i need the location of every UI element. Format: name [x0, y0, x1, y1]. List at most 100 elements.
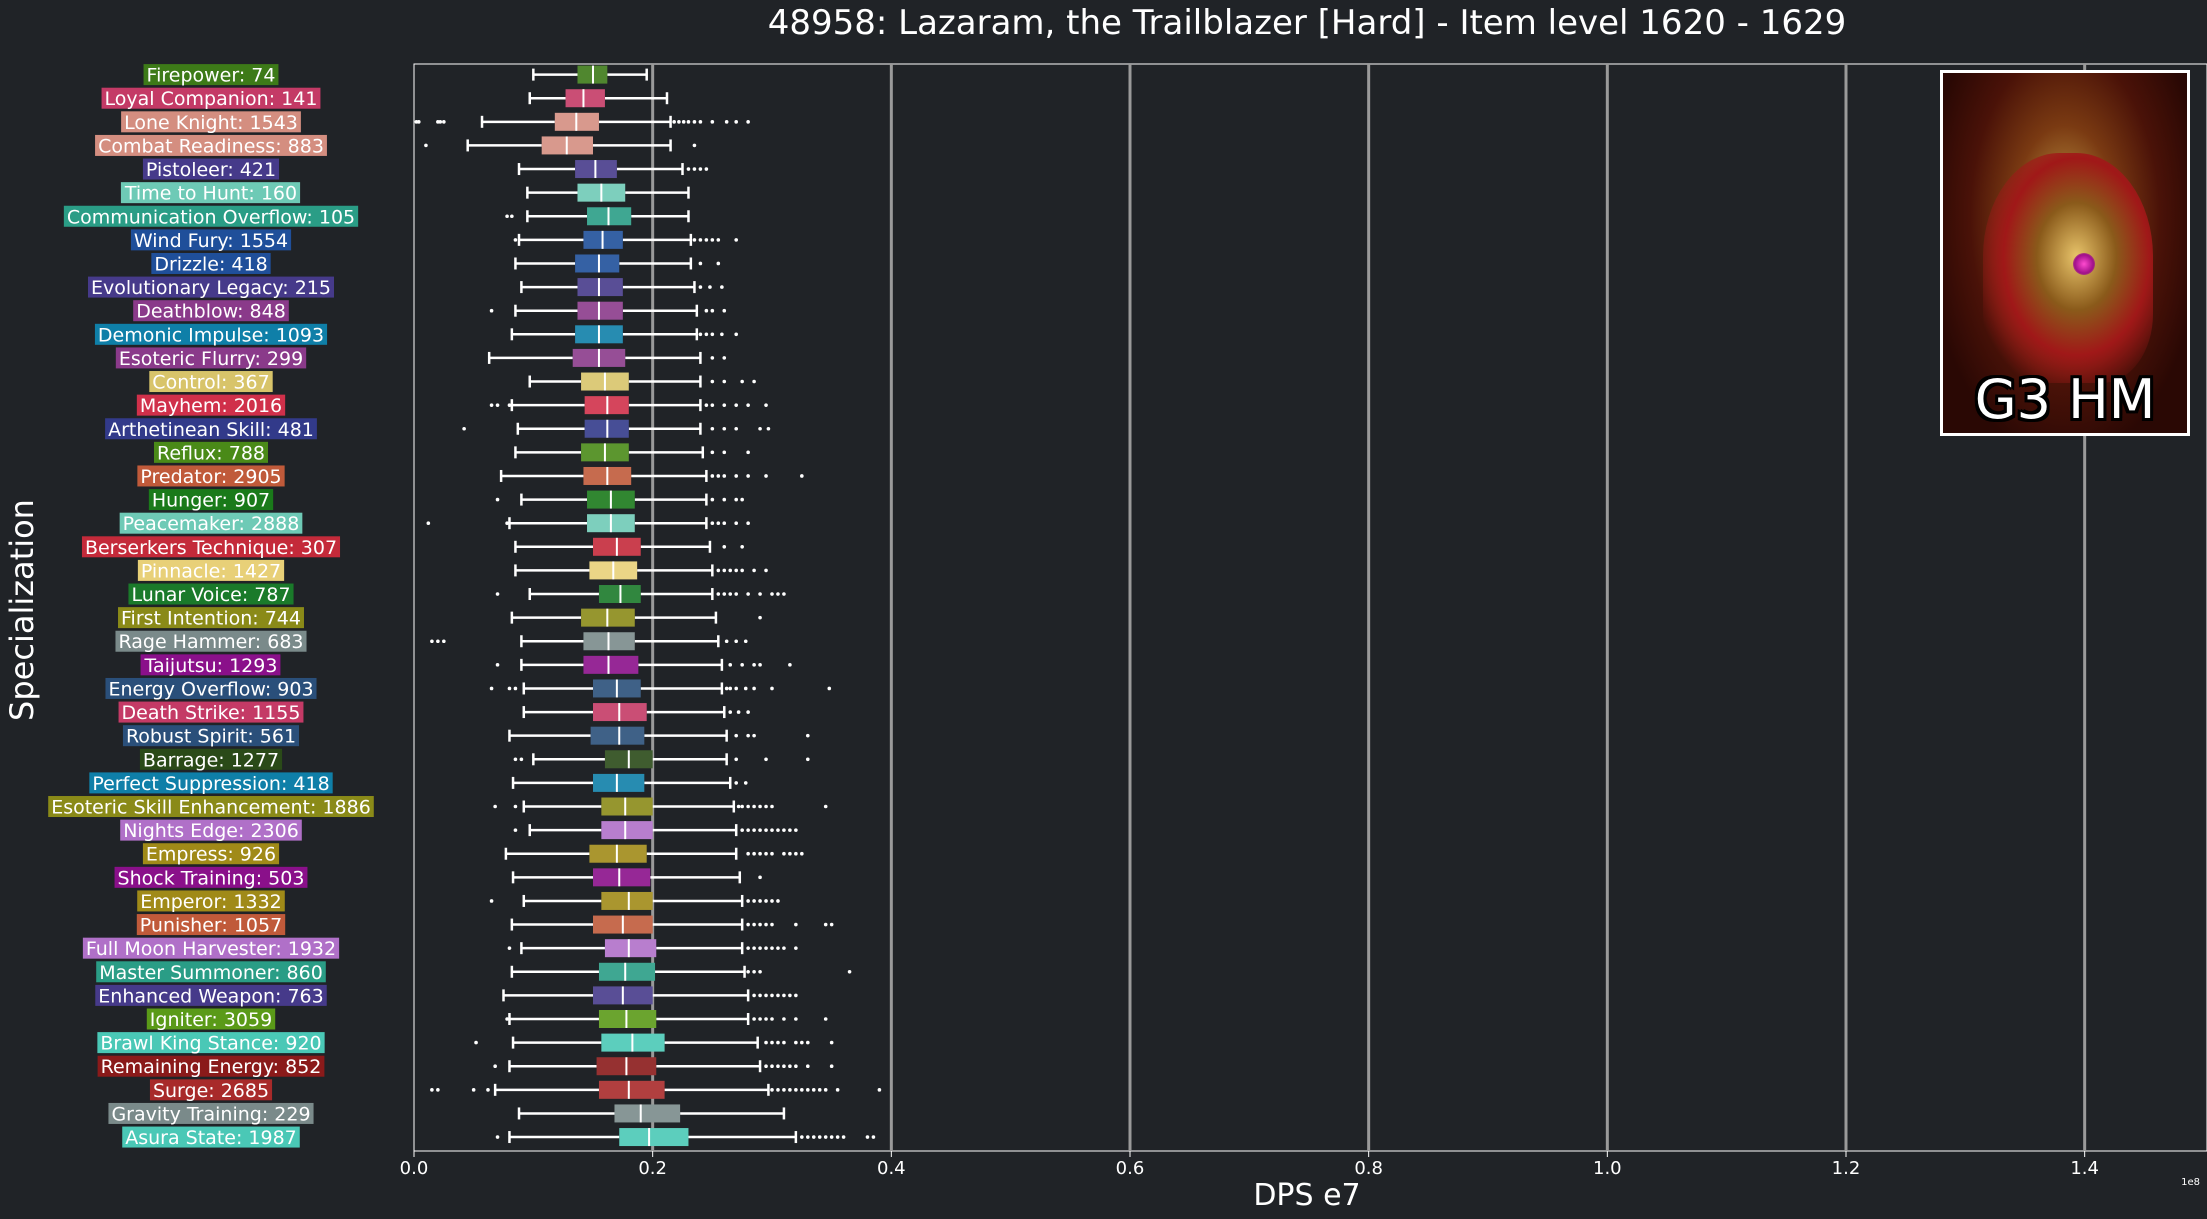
outlier-point	[426, 521, 431, 525]
category-label-bg	[63, 205, 359, 227]
category-label-text: Firepower: 74	[147, 65, 276, 87]
category-label-text: Remaining Energy: 852	[101, 1056, 322, 1078]
outlier-point	[752, 1017, 756, 1021]
outlier-point	[728, 568, 733, 573]
box-iqr	[583, 655, 639, 674]
box-5	[526, 183, 690, 202]
outlier-point	[758, 615, 762, 620]
category-label-36: Punisher: 1057	[136, 914, 286, 937]
outlier-point	[704, 308, 709, 313]
outlier-point	[829, 1064, 834, 1069]
category-label-bg	[137, 890, 285, 912]
axis-offset-text: 1e8	[2181, 1177, 2200, 1188]
outlier-point	[677, 120, 681, 124]
box-38	[510, 962, 852, 981]
outlier-point	[734, 757, 738, 762]
category-label-text: Control: 367	[152, 372, 269, 394]
outlier-point	[734, 120, 738, 124]
outlier-point	[734, 639, 738, 644]
outlier-point	[716, 261, 721, 266]
category-label-text: Nights Edge: 2306	[123, 820, 299, 842]
outlier-point	[724, 686, 729, 691]
category-label-bg	[48, 796, 374, 818]
outlier-point	[743, 639, 748, 644]
x-tick-label: 0.4	[877, 1158, 906, 1179]
outlier-point	[720, 332, 724, 337]
outlier-point	[764, 851, 768, 856]
outlier-point	[764, 757, 768, 762]
outlier-point	[758, 875, 762, 880]
outlier-point	[752, 568, 756, 573]
outlier-point	[704, 403, 709, 407]
outlier-point	[770, 899, 774, 903]
category-label-22: Lunar Voice: 787	[128, 583, 294, 606]
outlier-point	[782, 592, 786, 596]
outlier-point	[877, 1088, 882, 1092]
outlier-point	[752, 993, 756, 998]
outlier-point	[692, 238, 697, 242]
x-tick-label: 0.8	[1354, 1158, 1383, 1179]
outlier-point	[758, 993, 762, 998]
outlier-point	[722, 474, 727, 478]
category-label-text: Master Summoner: 860	[99, 962, 323, 984]
outlier-point	[710, 497, 715, 502]
outlier-point	[746, 804, 750, 809]
category-label-bg	[137, 465, 285, 487]
outlier-point	[489, 686, 494, 691]
category-label-text: Esoteric Flurry: 299	[119, 348, 303, 370]
outlier-point	[740, 497, 744, 502]
box-iqr	[575, 254, 620, 273]
box-39	[502, 986, 798, 1005]
outlier-point	[835, 1088, 840, 1092]
outlier-point	[776, 993, 780, 998]
box-36	[510, 915, 834, 934]
outlier-point	[740, 379, 744, 384]
outlier-point	[788, 1088, 792, 1092]
box-25	[495, 655, 792, 674]
box-iqr	[601, 797, 653, 816]
outlier-point	[752, 733, 756, 738]
outlier-point	[752, 899, 756, 903]
category-label-text: Death Strike: 1155	[122, 702, 301, 724]
box-iqr	[589, 844, 647, 863]
outlier-point	[800, 1088, 804, 1092]
box-iqr	[577, 301, 623, 320]
outlier-point	[734, 238, 738, 242]
category-label-7: Wind Fury: 1554	[130, 229, 292, 252]
outlier-point	[770, 828, 774, 832]
outlier-point	[743, 686, 748, 691]
box-iqr	[592, 773, 645, 792]
outlier-point	[513, 757, 518, 762]
outlier-point	[829, 1040, 834, 1045]
box-iqr	[604, 939, 657, 958]
category-label-text: Wind Fury: 1554	[134, 230, 288, 252]
box-27	[522, 703, 750, 722]
category-label-15: Arthetinean Skill: 481	[105, 418, 317, 441]
category-label-text: Empress: 926	[146, 844, 276, 866]
category-label-text: Lunar Voice: 787	[131, 584, 290, 606]
category-label-3: Combat Readiness: 883	[95, 134, 327, 157]
box-26	[489, 679, 832, 698]
box-28	[508, 726, 810, 745]
outlier-point	[764, 403, 768, 407]
outlier-point	[734, 426, 738, 431]
outlier-point	[513, 238, 518, 242]
outlier-point	[758, 969, 762, 974]
box-0	[532, 65, 648, 84]
outlier-point	[758, 828, 762, 832]
category-label-14: Mayhem: 2016	[136, 394, 286, 417]
outlier-point	[805, 733, 810, 738]
outlier-point	[495, 663, 500, 667]
category-label-bg	[82, 937, 340, 959]
outlier-point	[811, 1088, 816, 1092]
box-7	[513, 230, 738, 249]
outlier-point	[752, 379, 756, 384]
outlier-point	[823, 1017, 828, 1021]
category-label-bg	[108, 1102, 314, 1124]
category-label-29: Barrage: 1277	[139, 748, 283, 771]
category-label-24: Rage Hammer: 683	[115, 630, 307, 653]
outlier-point	[692, 167, 697, 171]
outlier-point	[436, 639, 440, 644]
